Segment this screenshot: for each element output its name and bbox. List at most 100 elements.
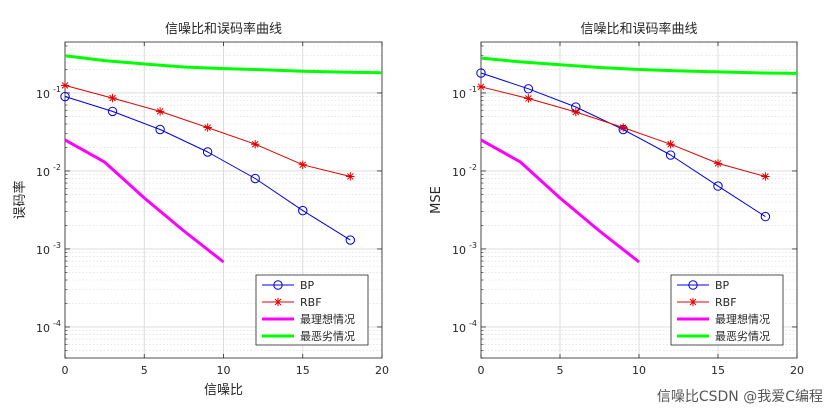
data-point-rbf (298, 160, 307, 169)
data-point-rbf (251, 140, 260, 149)
y-tick-label: 10 -4 (452, 319, 477, 335)
data-point-rbf (666, 140, 675, 149)
x-tick-label: 20 (790, 364, 804, 377)
x-tick-label: 10 (632, 364, 646, 377)
series-ideal (480, 138, 640, 264)
data-point-bp (155, 124, 165, 135)
legend-entry-rbf: RBF (677, 296, 737, 309)
data-point-rbf (713, 159, 723, 168)
data-point-rbf (524, 94, 533, 103)
x-tick-label: 15 (296, 364, 310, 377)
y-tick-label: 10 -1 (452, 85, 477, 101)
legend-marker (273, 297, 283, 307)
data-point-bp (760, 211, 771, 222)
series-line-ideal (480, 138, 640, 264)
legend-label: 最理想情况 (715, 312, 770, 326)
x-tick-label: 5 (557, 364, 564, 377)
y-tick-exponent: -4 (469, 319, 477, 328)
series-line-ideal (64, 138, 225, 264)
chart-title: 信噪比和误码率曲线 (165, 21, 282, 37)
legend-label: RBF (715, 296, 737, 309)
data-point-rbf (203, 123, 212, 132)
data-point-rbf (346, 172, 355, 181)
watermark: 信噪比CSDN @我爱C编程 (656, 389, 823, 405)
data-point-bp (202, 147, 213, 157)
data-point-rbf (108, 93, 117, 103)
series-worst (64, 54, 383, 75)
series-line-bp (64, 96, 351, 241)
x-tick-label: 5 (141, 364, 148, 377)
data-point-rbf (476, 82, 486, 91)
data-point-bp (298, 205, 308, 216)
data-point-rbf (571, 107, 580, 117)
x-tick-label: 10 (217, 364, 231, 377)
data-point-bp (476, 68, 486, 78)
x-tick-label: 15 (711, 364, 725, 377)
y-tick-exponent: -1 (469, 85, 477, 94)
y-axis-label: MSE (429, 186, 444, 214)
x-tick-label: 0 (478, 364, 485, 377)
y-tick-base: 10 (452, 88, 466, 101)
legend-entry-worst: 最恶劣情况 (677, 329, 770, 343)
series-worst (480, 56, 798, 75)
legend-label: 最恶劣情况 (715, 329, 770, 343)
legend-marker (688, 280, 698, 290)
series-line-worst (64, 54, 383, 75)
data-point-bp (713, 181, 723, 191)
series-bp (60, 91, 355, 245)
y-tick-base: 10 (36, 88, 50, 101)
y-tick-label: 10 -2 (36, 163, 61, 179)
x-axis-label: 信噪比 (204, 383, 243, 398)
legend-label: RBF (300, 296, 322, 309)
legend-entry-bp: BP (677, 279, 730, 292)
data-point-bp (107, 106, 118, 117)
legend-label: 最恶劣情况 (300, 329, 355, 343)
legend-entry-ideal: 最理想情况 (677, 312, 770, 326)
legend-entry-worst: 最恶劣情况 (262, 329, 355, 343)
y-tick-base: 10 (452, 244, 466, 257)
y-axis-label: 误码率 (12, 180, 28, 219)
y-tick-label: 10 -3 (36, 241, 61, 257)
legend-box (670, 274, 784, 346)
legend-box (255, 274, 369, 346)
x-tick-label: 0 (62, 364, 69, 377)
legend-label: 最理想情况 (300, 312, 355, 326)
y-tick-base: 10 (452, 322, 466, 335)
y-tick-exponent: -3 (469, 241, 477, 250)
data-point-bp (60, 91, 70, 102)
y-tick-label: 10 -4 (36, 319, 61, 335)
series-line-worst (480, 56, 798, 75)
y-tick-exponent: -4 (53, 319, 61, 328)
y-tick-base: 10 (36, 244, 50, 257)
y-tick-label: 10 -1 (36, 85, 61, 101)
data-point-rbf (155, 107, 165, 116)
y-tick-base: 10 (36, 166, 50, 179)
data-point-bp (250, 173, 260, 184)
legend-label: BP (715, 279, 730, 292)
y-tick-label: 10 -3 (452, 241, 477, 257)
y-tick-base: 10 (36, 322, 50, 335)
x-tick-label: 20 (375, 364, 389, 377)
y-tick-exponent: -2 (53, 163, 61, 172)
legend-marker (273, 280, 283, 290)
data-point-rbf (60, 81, 70, 90)
y-tick-exponent: -2 (469, 163, 477, 172)
data-point-bp (665, 150, 676, 160)
data-point-bp (345, 235, 355, 245)
data-point-bp (523, 84, 534, 94)
legend-entry-bp: BP (262, 279, 315, 292)
series-ideal (64, 138, 225, 264)
legend-entry-rbf: RBF (262, 296, 322, 309)
y-tick-exponent: -3 (53, 241, 61, 250)
chart-title: 信噪比和误码率曲线 (580, 21, 697, 37)
data-point-rbf (619, 123, 628, 132)
y-tick-base: 10 (452, 166, 466, 179)
data-point-rbf (761, 172, 770, 181)
legend-marker (688, 297, 698, 307)
y-tick-label: 10 -2 (452, 163, 477, 179)
